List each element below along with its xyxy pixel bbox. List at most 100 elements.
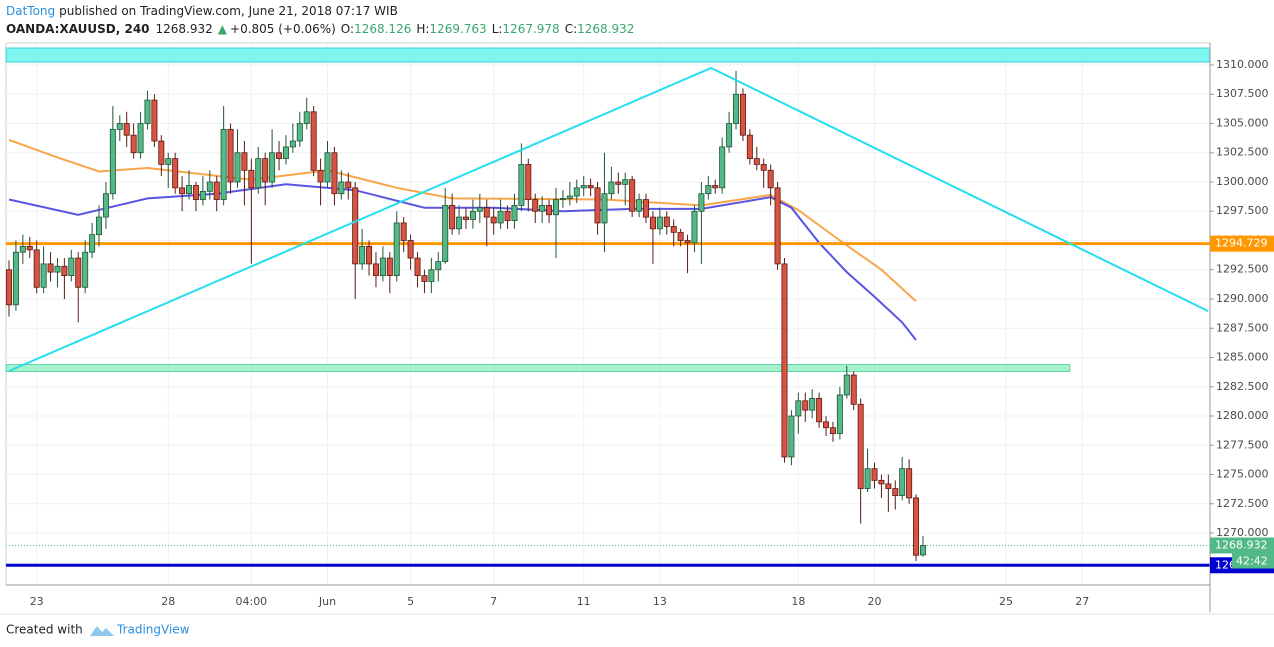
candle-body — [393, 222, 400, 276]
candle-body — [739, 93, 746, 136]
last-price-box — [1210, 537, 1274, 554]
countdown-box — [1232, 553, 1274, 569]
published: published on TradingView.com, June 21, 2… — [59, 4, 398, 18]
level-label-box — [1210, 235, 1274, 252]
candle-body — [227, 128, 234, 183]
candle-body — [525, 164, 532, 200]
price-axis — [1210, 43, 1274, 612]
candle-body — [677, 231, 684, 241]
low-label: L: — [492, 22, 503, 36]
brand[interactable]: TradingView — [116, 623, 190, 637]
candle-body — [379, 257, 386, 276]
candle-body — [269, 152, 276, 183]
candle-body — [518, 164, 525, 206]
candle-body — [310, 111, 317, 171]
candle-body — [75, 257, 82, 288]
candle-body — [483, 207, 490, 218]
last-price-label: 1268.932 — [1215, 539, 1268, 552]
candle-body — [6, 269, 12, 306]
candle-body — [746, 134, 753, 159]
candle-body — [33, 249, 40, 288]
candle-body — [850, 374, 857, 405]
candle-body — [123, 123, 130, 136]
candle-body — [906, 468, 913, 499]
candle-body — [96, 216, 103, 236]
candle-body — [829, 427, 836, 434]
candle-body — [165, 158, 172, 165]
candle-body — [40, 263, 47, 288]
candle-body — [151, 99, 158, 142]
candle-body — [102, 193, 109, 218]
published-line: DatTong published on TradingView.com, Jun… — [6, 4, 398, 18]
close-value: 1268.932 — [577, 22, 634, 36]
candle-body — [864, 468, 871, 489]
created-with: Created with — [6, 623, 83, 637]
last-price: 1268.932 — [156, 22, 213, 36]
y-tick-label: 1310.000 — [1216, 58, 1269, 71]
candle-body — [324, 152, 331, 183]
low-value: 1267.978 — [502, 22, 559, 36]
candle-body — [179, 187, 186, 195]
candle-body — [663, 216, 670, 227]
candle-body — [47, 263, 54, 273]
candle-body — [262, 158, 269, 183]
x-tick-label: 18 — [791, 595, 805, 608]
high-label: H: — [416, 22, 429, 36]
candle-body — [109, 128, 116, 195]
candle-body — [407, 240, 414, 259]
candle-body — [781, 263, 788, 458]
candle-body — [400, 222, 407, 241]
symbol: OANDA:XAUUSD, 240 — [6, 22, 150, 36]
candle-body — [255, 158, 262, 189]
candle-body — [490, 216, 497, 224]
candle-body — [276, 152, 283, 159]
candle-body — [767, 169, 774, 189]
candle-body — [878, 479, 885, 485]
candle-body — [449, 204, 456, 230]
candle-body — [352, 187, 359, 265]
candle-body — [241, 152, 248, 171]
candle-body — [552, 199, 559, 216]
candle-body — [89, 234, 96, 253]
y-tick-label: 1300.000 — [1216, 175, 1269, 188]
candle-body — [186, 185, 193, 195]
candle-body — [788, 415, 795, 458]
symbol-line: OANDA:XAUUSD, 240 1268.932 ▲ +0.805 (+0.06%… — [6, 22, 634, 36]
candle-body — [719, 146, 726, 189]
candle-body — [82, 251, 89, 288]
candle-body — [26, 245, 33, 251]
candle-body — [19, 245, 26, 253]
candle-body — [172, 158, 179, 189]
candle-body — [649, 216, 656, 230]
candle-body — [629, 179, 636, 212]
y-tick-label: 1290.000 — [1216, 292, 1269, 305]
candle-body — [871, 468, 878, 481]
candle-body — [573, 187, 580, 197]
candle-body — [622, 179, 629, 185]
drawings — [5, 47, 1211, 567]
candle-body — [220, 128, 227, 200]
candle-body — [130, 134, 137, 154]
y-tick-label: 1272.500 — [1216, 497, 1269, 510]
author[interactable]: DatTong — [6, 4, 55, 18]
candle-body — [345, 181, 352, 189]
candle-body — [199, 190, 206, 200]
candle-body — [12, 251, 19, 306]
candle-body — [428, 269, 435, 282]
candle-body — [442, 204, 449, 262]
candle-body — [158, 140, 165, 165]
candle-body — [504, 210, 511, 222]
candle-body — [843, 374, 850, 396]
candle-body — [435, 261, 442, 271]
candle-body — [712, 185, 719, 189]
candle-body — [698, 193, 705, 212]
candle-body — [802, 400, 809, 411]
candle-body — [774, 187, 781, 265]
candle-body — [643, 199, 650, 218]
candle-body — [919, 545, 926, 556]
candle-body — [359, 245, 366, 265]
axis-labels: 1267.5001270.0001272.5001275.0001277.500… — [30, 58, 1274, 608]
candle-body — [636, 199, 643, 212]
candle-body — [816, 398, 823, 423]
